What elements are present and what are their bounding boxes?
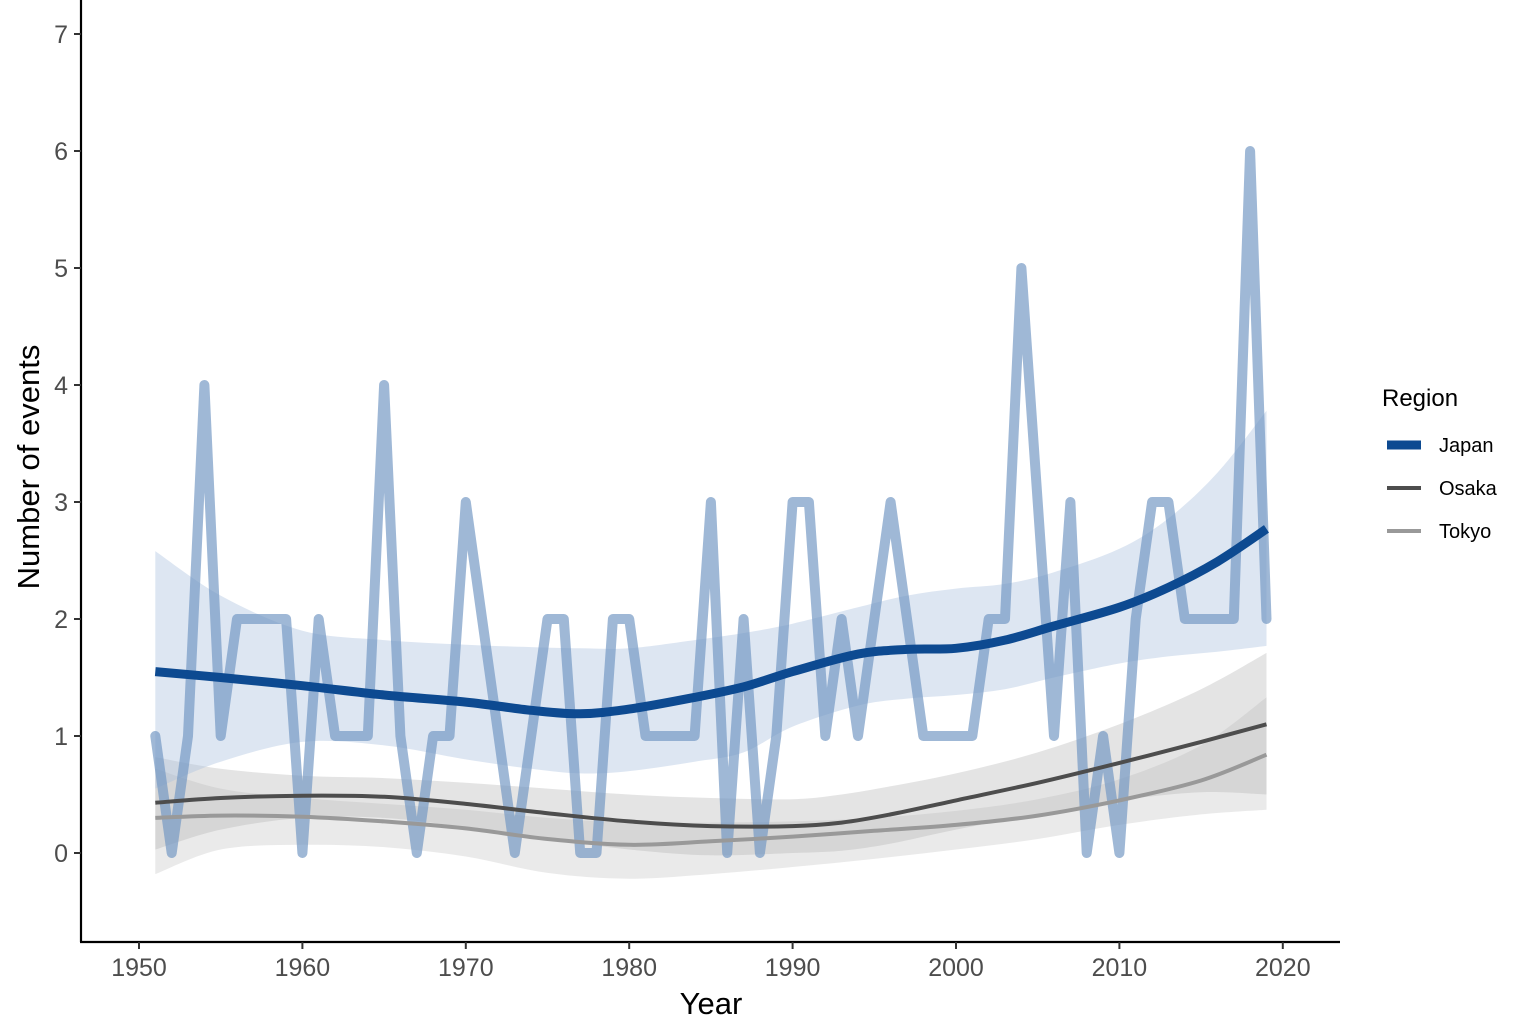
x-tick-label: 1970 (438, 954, 494, 982)
legend-title: Region (1382, 385, 1458, 412)
trend-lines (154, 525, 1270, 847)
japan-raw-line (150, 146, 1272, 858)
tokyo-confidence-band (155, 697, 1267, 879)
confidence-bands (155, 410, 1267, 879)
japan-confidence-band (155, 410, 1267, 789)
y-tick-label: 6 (54, 138, 68, 166)
x-axis: 1950 1960 1970 1980 1990 2000 2010 2020 (80, 940, 1340, 982)
japan-trend-line (154, 525, 1270, 719)
x-tick-label: 1950 (111, 954, 167, 982)
y-tick-label: 3 (54, 489, 68, 517)
y-tick-label: 2 (54, 606, 68, 634)
legend-label-japan: Japan (1439, 435, 1494, 457)
x-tick-label: 1960 (275, 954, 331, 982)
y-tick-label: 7 (54, 21, 68, 49)
legend-item-osaka: Osaka (1387, 478, 1498, 500)
y-tick-label: 5 (54, 255, 68, 283)
legend: Region Japan Osaka Tokyo (1382, 385, 1498, 543)
y-tick-label: 4 (54, 372, 68, 400)
x-axis-title: Year (680, 986, 743, 1020)
legend-label-osaka: Osaka (1439, 478, 1498, 500)
legend-item-tokyo: Tokyo (1387, 521, 1491, 543)
y-tick-label: 0 (54, 840, 68, 868)
x-tick-label: 2010 (1092, 954, 1148, 982)
tokyo-trend-line (155, 752, 1268, 847)
y-axis: 0 1 2 3 4 5 6 7 (54, 0, 83, 942)
x-tick-label: 2020 (1255, 954, 1311, 982)
x-tick-label: 1990 (765, 954, 821, 982)
osaka-confidence-band (155, 652, 1267, 856)
osaka-trend-line (155, 722, 1268, 829)
legend-label-tokyo: Tokyo (1439, 521, 1491, 543)
y-axis-title: Number of events (11, 345, 46, 590)
y-tick-label: 1 (54, 723, 68, 751)
x-tick-label: 2000 (928, 954, 984, 982)
japan-annual-count-line (150, 146, 1272, 858)
legend-item-japan: Japan (1387, 435, 1494, 457)
x-tick-label: 1980 (601, 954, 657, 982)
